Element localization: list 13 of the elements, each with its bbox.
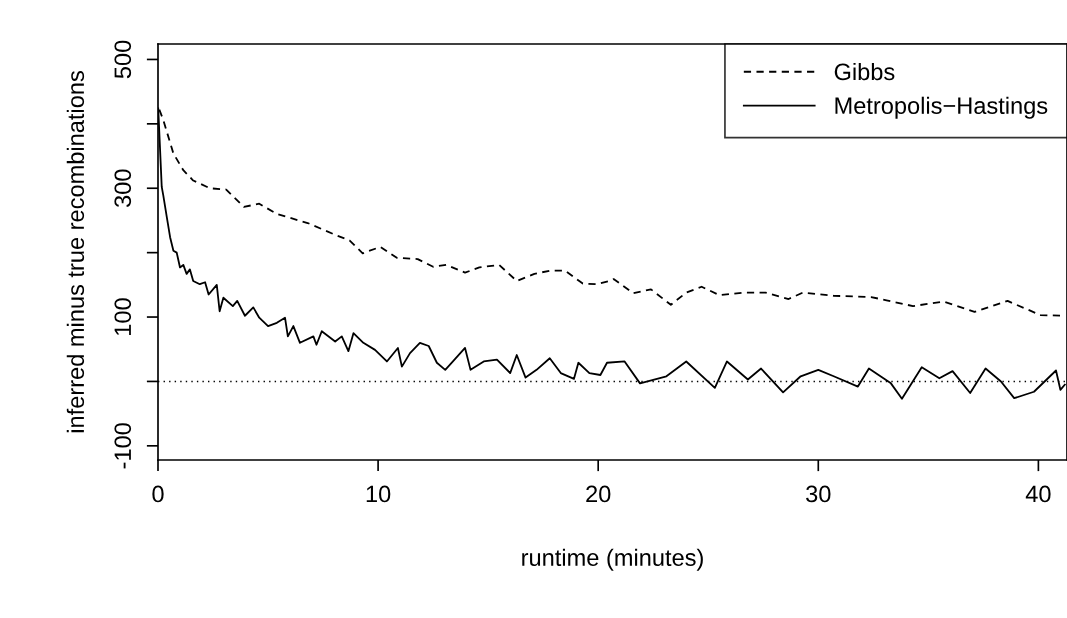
legend-label: Gibbs <box>834 62 895 81</box>
x-axis-title: runtime (minutes) <box>522 548 703 571</box>
x-tick-label: 20 <box>586 485 611 503</box>
x-tick-label: 40 <box>1025 485 1051 503</box>
y-tick-label: 300 <box>114 169 132 208</box>
y-tick-label: 500 <box>114 40 132 79</box>
y-axis-title: inferred minus true recombinations <box>66 71 85 433</box>
y-tick-label: 100 <box>114 298 132 335</box>
y-tick-label: -100 <box>114 423 132 469</box>
x-tick-label: 10 <box>366 485 391 503</box>
x-tick-label: 0 <box>152 485 164 503</box>
x-tick-label: 30 <box>806 485 831 503</box>
legend-label: Metropolis−Hastings <box>835 96 1048 119</box>
